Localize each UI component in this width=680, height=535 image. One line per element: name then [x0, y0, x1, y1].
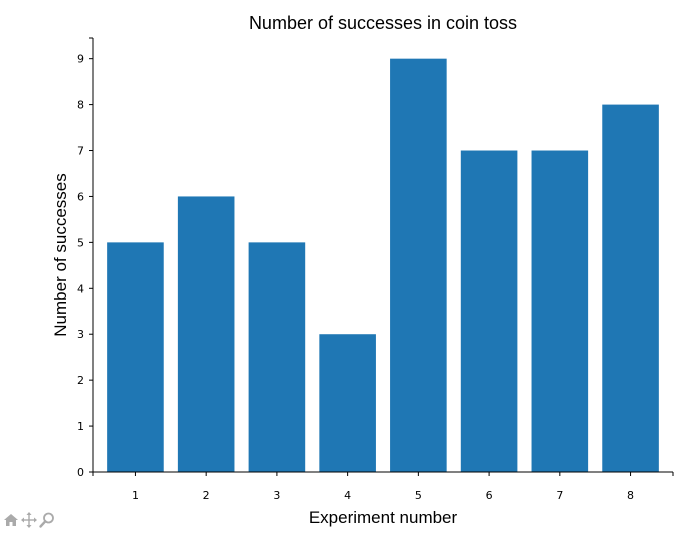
x-tick-label: 8	[627, 489, 634, 502]
y-tick-label: 8	[77, 99, 84, 112]
pan-icon[interactable]	[20, 511, 38, 529]
x-tick-label: 3	[273, 489, 280, 502]
bar-experiment-8	[602, 104, 659, 472]
y-tick-label: 9	[77, 53, 84, 66]
x-tick-label: 1	[132, 489, 139, 502]
y-tick-label: 0	[77, 466, 84, 479]
x-tick-label: 4	[344, 489, 351, 502]
y-tick-label: 5	[77, 236, 84, 249]
bar-experiment-4	[319, 334, 376, 472]
y-axis-label: Number of successes	[51, 173, 70, 336]
bar-experiment-2	[177, 196, 235, 472]
x-tick-label: 6	[486, 489, 493, 502]
x-axis-label: Experiment number	[309, 508, 458, 527]
y-tick-label: 4	[77, 282, 84, 295]
plot-toolbar	[2, 511, 56, 529]
y-tick-label: 2	[77, 374, 84, 387]
y-tick-label: 7	[77, 145, 84, 158]
bar-experiment-7	[531, 150, 589, 472]
y-axis: 0 1 2 3 4 5 6 7 8 9	[77, 37, 93, 479]
x-axis: 1 2 3 4 5 6 7 8	[92, 472, 674, 502]
bar-experiment-6	[460, 150, 518, 472]
x-tick-label: 5	[415, 489, 422, 502]
bar-experiment-5	[390, 58, 447, 473]
bars-group	[107, 58, 659, 473]
y-tick-label: 6	[77, 190, 84, 203]
bar-experiment-1	[107, 242, 164, 472]
y-tick-label: 3	[77, 328, 84, 341]
chart-title: Number of successes in coin toss	[249, 13, 517, 33]
bar-experiment-3	[248, 242, 306, 472]
home-icon[interactable]	[2, 511, 20, 529]
zoom-icon[interactable]	[38, 511, 56, 529]
x-tick-label: 2	[203, 489, 210, 502]
y-tick-label: 1	[77, 420, 84, 433]
x-tick-label: 7	[556, 489, 563, 502]
